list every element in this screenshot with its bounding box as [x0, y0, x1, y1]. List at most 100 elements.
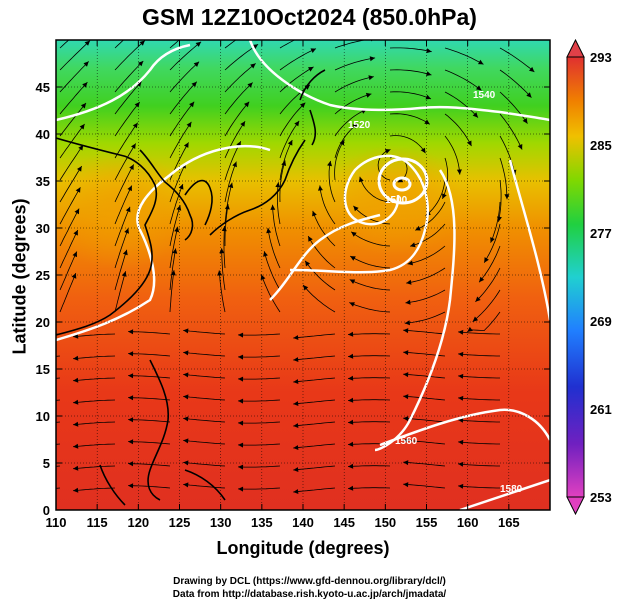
streamline — [347, 421, 391, 423]
streamline-arrow — [183, 438, 189, 444]
streamline-arrow — [353, 205, 359, 212]
streamline-arrow — [238, 354, 244, 360]
x-tick-labels: 110 115 120 125 130 135 140 145 150 155 160 165 — [46, 515, 520, 530]
streamline — [347, 333, 391, 335]
contour-label: 1520 — [348, 120, 371, 131]
streamline-arrow — [300, 102, 306, 108]
colorbar-bottom-arrow — [566, 496, 585, 516]
streamline — [128, 463, 171, 467]
streamline — [279, 66, 314, 93]
streamline — [347, 355, 391, 357]
streamline — [272, 204, 281, 247]
x-tick-label: 135 — [251, 515, 273, 530]
streamline — [472, 289, 501, 322]
streamline — [73, 333, 116, 338]
y-axis-label: Latitude (degrees) — [9, 198, 30, 355]
streamline — [458, 353, 500, 357]
streamlines — [18, 40, 535, 494]
credit-data: Data from http://database.rish.kyoto-u.a… — [172, 589, 447, 600]
y-tick-label: 40 — [36, 127, 50, 142]
x-tick-label: 165 — [498, 515, 520, 530]
streamline-arrow — [127, 185, 132, 192]
streamline-arrow — [128, 373, 134, 379]
streamline — [334, 139, 345, 181]
streamline-arrow — [484, 257, 489, 263]
streamline — [444, 113, 472, 147]
streamline — [169, 40, 180, 49]
streamline-arrow — [442, 193, 447, 199]
streamline — [478, 245, 501, 283]
streamline-arrow — [178, 184, 184, 190]
streamline — [444, 91, 479, 118]
streamline-arrow — [350, 256, 356, 261]
streamline-arrow — [348, 353, 354, 359]
streamline-arrow — [312, 210, 317, 217]
streamline — [279, 40, 296, 49]
streamline-arrow — [224, 204, 230, 210]
contour-label: 1540 — [473, 90, 496, 101]
streamline — [279, 139, 293, 181]
streamline-arrow — [84, 40, 90, 46]
streamline — [114, 185, 133, 225]
streamline-arrow — [73, 421, 79, 427]
streamline — [73, 487, 116, 492]
streamline — [409, 223, 446, 247]
streamline — [223, 225, 226, 269]
streamline — [350, 231, 391, 247]
streamline — [128, 419, 171, 423]
streamline-arrow — [128, 461, 134, 467]
streamline — [56, 399, 61, 401]
streamline — [389, 47, 432, 53]
streamline-arrow — [195, 41, 202, 47]
streamline-arrow — [293, 489, 299, 494]
streamline-arrow — [475, 296, 481, 302]
streamline-arrow — [238, 332, 244, 338]
streamline-arrow — [219, 248, 225, 254]
streamline-arrow — [71, 273, 77, 279]
streamline-arrow — [18, 401, 23, 406]
streamline — [499, 47, 535, 73]
streamline-arrow — [73, 465, 79, 471]
streamline-arrow — [131, 143, 136, 149]
contour-label: 1560 — [395, 436, 418, 447]
streamline-arrow — [403, 372, 409, 378]
streamline-arrow — [293, 379, 299, 384]
streamline — [73, 399, 116, 404]
streamline-arrow — [293, 445, 299, 450]
streamline — [499, 91, 528, 124]
streamline — [169, 183, 184, 225]
streamline — [279, 160, 286, 203]
streamline-arrow — [73, 377, 79, 383]
streamline — [114, 271, 126, 313]
streamline — [59, 229, 79, 269]
axis-ticks — [55, 40, 550, 511]
streamline — [425, 179, 446, 217]
streamline-arrow — [238, 376, 244, 382]
streamline — [307, 235, 336, 269]
streamline — [169, 61, 200, 93]
colorbar-tick-label: 269 — [590, 314, 612, 329]
streamline — [114, 164, 135, 203]
x-tick-label: 130 — [210, 515, 232, 530]
y-tick-label: 30 — [36, 221, 50, 236]
streamline-arrow — [410, 242, 416, 248]
streamline — [73, 355, 116, 360]
streamline — [347, 399, 391, 401]
streamline — [169, 205, 181, 247]
streamline-arrow — [174, 226, 180, 233]
streamline — [237, 399, 281, 402]
contour-label: 1580 — [500, 484, 523, 495]
streamline — [183, 462, 226, 467]
streamline — [73, 377, 116, 382]
streamline-arrow — [293, 467, 299, 472]
streamline — [169, 162, 187, 203]
streamline — [404, 311, 446, 324]
streamline-arrow — [308, 236, 313, 242]
streamline-arrow — [404, 320, 410, 326]
streamline — [312, 210, 336, 247]
streamline-arrow — [424, 119, 430, 125]
streamline-arrow — [247, 82, 253, 88]
streamline — [334, 40, 368, 49]
y-tick-label: 5 — [43, 456, 50, 471]
